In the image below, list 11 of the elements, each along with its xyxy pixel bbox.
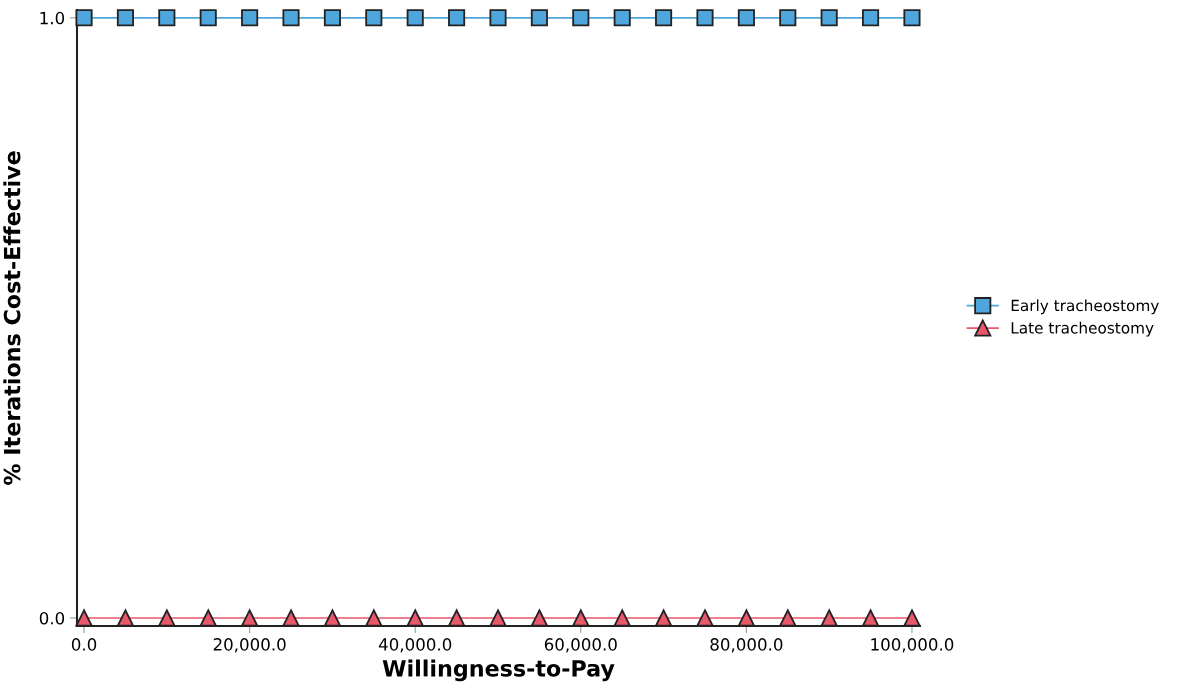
x-tick-label: 60,000.0 xyxy=(544,638,617,653)
y-tick-label: 1.0 xyxy=(40,11,65,25)
legend-label: Late tracheostomy xyxy=(1011,321,1154,337)
legend-label: Early tracheostomy xyxy=(1011,299,1159,315)
x-tick-label: 0.0 xyxy=(71,638,97,651)
x-tick-label: 20,000.0 xyxy=(213,638,286,653)
x-tick-label: 100,000.0 xyxy=(871,638,954,653)
x-tick-label: 80,000.0 xyxy=(710,638,783,653)
x-axis-title: Willingness-to-Pay xyxy=(382,659,615,682)
y-axis-title: % Iterations Cost-Effective xyxy=(3,151,21,485)
x-tick-label: 40,000.0 xyxy=(378,638,452,653)
